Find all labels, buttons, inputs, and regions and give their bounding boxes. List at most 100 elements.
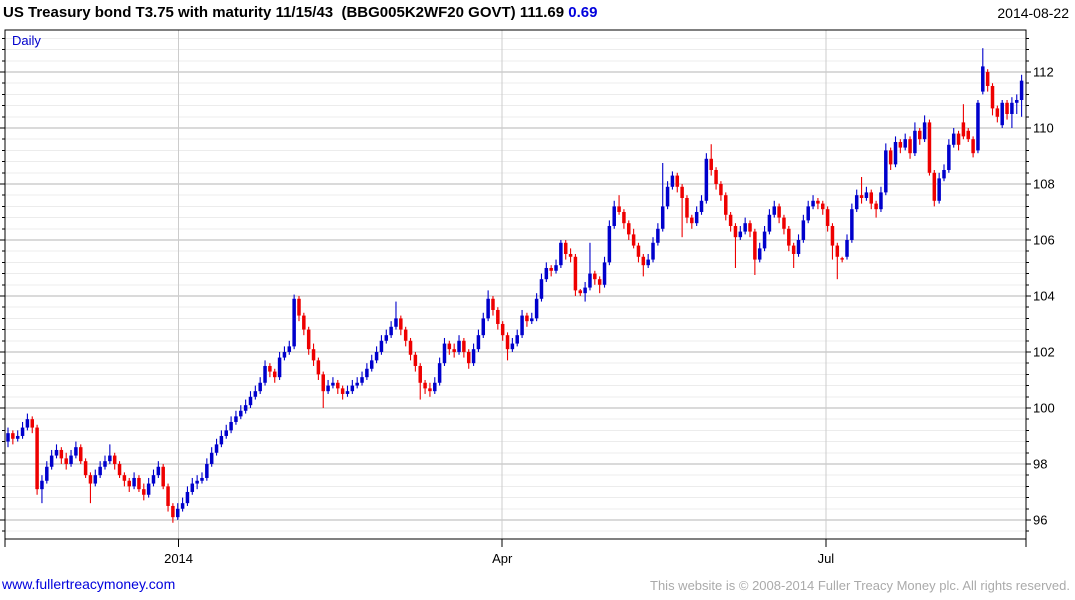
- candle: [243, 399, 248, 414]
- candle: [83, 458, 88, 478]
- candle: [670, 171, 675, 190]
- candle: [738, 225, 743, 240]
- candle: [331, 377, 335, 389]
- candle: [500, 321, 505, 341]
- plot-border: [4, 29, 1027, 540]
- candle: [433, 377, 437, 394]
- candle: [840, 256, 844, 263]
- candle: [816, 197, 820, 210]
- candle: [161, 463, 165, 490]
- candle: [879, 186, 883, 212]
- chart-title-bar: US Treasury bond T3.75 with maturity 11/…: [3, 4, 597, 21]
- candle: [151, 469, 156, 487]
- candle: [714, 167, 718, 190]
- candle: [724, 192, 728, 221]
- candle: [806, 200, 810, 224]
- candle: [200, 472, 204, 484]
- candle: [1005, 99, 1009, 120]
- candle: [466, 349, 471, 369]
- candle: [864, 186, 869, 201]
- candle: [854, 189, 859, 212]
- candle: [272, 368, 277, 383]
- candle: [641, 253, 646, 277]
- candle: [908, 136, 912, 159]
- candle: [326, 379, 330, 394]
- candle: [428, 382, 432, 397]
- change-value: 0.69: [568, 4, 598, 21]
- candle: [573, 253, 578, 296]
- site-link[interactable]: www.fullertreacymoney.com: [2, 576, 176, 592]
- candle: [782, 214, 786, 235]
- candle: [248, 391, 253, 408]
- candle: [961, 104, 966, 140]
- candle: [447, 340, 452, 355]
- candle: [990, 83, 995, 116]
- candle: [413, 351, 418, 372]
- x-axis-label: Apr: [492, 551, 513, 566]
- candle: [408, 337, 413, 361]
- page-title: US Treasury bond T3.75 with maturity 11/…: [3, 4, 565, 21]
- y-axis-label: 96: [1033, 512, 1047, 527]
- candle: [437, 357, 442, 386]
- candle: [229, 416, 233, 434]
- candle: [365, 363, 369, 380]
- candle: [675, 172, 680, 193]
- candle: [733, 223, 738, 268]
- candle: [636, 242, 641, 263]
- candle: [563, 239, 568, 260]
- candle: [379, 335, 384, 355]
- candle: [112, 452, 117, 470]
- candle: [389, 321, 393, 338]
- candle: [869, 189, 874, 210]
- candle: [534, 293, 539, 322]
- candle: [966, 127, 971, 142]
- copyright-text: This website is © 2008-2014 Fuller Treac…: [650, 578, 1070, 593]
- candle: [156, 461, 161, 478]
- candle: [74, 441, 78, 459]
- candle: [316, 357, 321, 380]
- y-axis-label: 106: [1033, 232, 1055, 247]
- candle: [646, 253, 650, 268]
- candle: [767, 209, 772, 235]
- candle: [336, 379, 340, 394]
- candle: [418, 363, 422, 400]
- candle: [496, 307, 500, 330]
- candle: [995, 105, 1000, 123]
- candle: [719, 181, 723, 201]
- candle: [981, 48, 985, 95]
- candle: [694, 206, 699, 226]
- candle: [845, 234, 849, 260]
- candle: [850, 203, 854, 243]
- candle: [791, 242, 796, 268]
- candle: [205, 458, 209, 481]
- candle: [457, 335, 461, 355]
- candle: [631, 228, 636, 249]
- candle: [757, 242, 762, 263]
- candle: [544, 262, 549, 282]
- candle: [1019, 74, 1024, 117]
- candle: [311, 343, 316, 366]
- candle: [20, 421, 25, 439]
- candle: [583, 281, 587, 302]
- candle: [180, 497, 185, 512]
- candle: [772, 200, 777, 218]
- candle: [947, 139, 951, 173]
- candle: [884, 143, 888, 196]
- candle: [554, 259, 558, 274]
- candle: [137, 475, 141, 492]
- candle: [209, 447, 214, 467]
- candle: [888, 147, 893, 170]
- candle: [602, 256, 607, 288]
- y-axis-label: 98: [1033, 456, 1047, 471]
- candle: [277, 351, 282, 380]
- candle: [263, 360, 267, 386]
- candle: [898, 139, 903, 154]
- candle: [762, 225, 767, 252]
- candle: [927, 119, 932, 176]
- candle: [369, 354, 374, 372]
- y-axis-label: 104: [1033, 288, 1055, 303]
- candle: [859, 176, 864, 204]
- y-axis-label: 108: [1033, 176, 1055, 191]
- candle: [15, 430, 20, 442]
